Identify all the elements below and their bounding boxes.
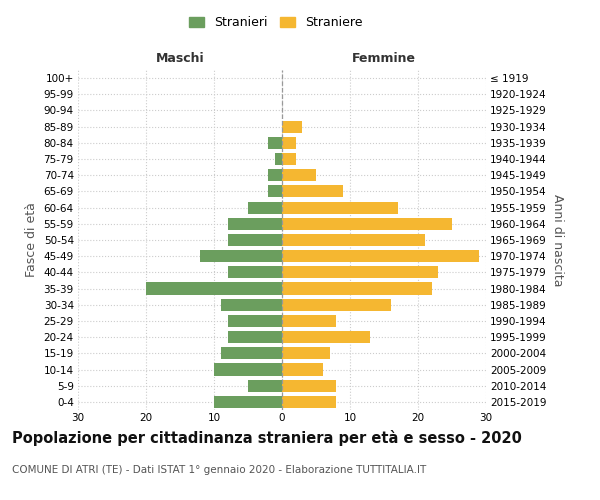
Bar xyxy=(282,380,337,392)
Bar xyxy=(282,169,316,181)
Bar xyxy=(282,282,431,294)
Bar xyxy=(282,120,302,132)
Bar xyxy=(227,234,282,246)
Bar xyxy=(200,250,282,262)
Bar xyxy=(282,364,323,376)
Legend: Stranieri, Straniere: Stranieri, Straniere xyxy=(184,11,368,34)
Bar xyxy=(227,315,282,327)
Bar xyxy=(282,218,452,230)
Bar xyxy=(282,396,337,408)
Y-axis label: Fasce di età: Fasce di età xyxy=(25,202,38,278)
Text: Femmine: Femmine xyxy=(352,52,416,65)
Bar xyxy=(282,348,329,360)
Text: COMUNE DI ATRI (TE) - Dati ISTAT 1° gennaio 2020 - Elaborazione TUTTITALIA.IT: COMUNE DI ATRI (TE) - Dati ISTAT 1° genn… xyxy=(12,465,426,475)
Bar xyxy=(275,153,282,165)
Bar xyxy=(221,348,282,360)
Bar xyxy=(282,266,439,278)
Bar xyxy=(282,331,370,343)
Bar xyxy=(248,202,282,213)
Bar xyxy=(282,298,391,311)
Bar xyxy=(282,234,425,246)
Bar xyxy=(214,364,282,376)
Bar xyxy=(227,218,282,230)
Bar xyxy=(214,396,282,408)
Bar xyxy=(227,331,282,343)
Bar xyxy=(146,282,282,294)
Bar xyxy=(282,202,398,213)
Bar xyxy=(282,315,337,327)
Bar xyxy=(248,380,282,392)
Bar xyxy=(221,298,282,311)
Bar xyxy=(268,186,282,198)
Bar xyxy=(282,137,296,149)
Y-axis label: Anni di nascita: Anni di nascita xyxy=(551,194,563,286)
Bar xyxy=(268,169,282,181)
Bar xyxy=(282,250,479,262)
Bar xyxy=(282,153,296,165)
Bar xyxy=(268,137,282,149)
Text: Maschi: Maschi xyxy=(155,52,205,65)
Bar xyxy=(227,266,282,278)
Text: Popolazione per cittadinanza straniera per età e sesso - 2020: Popolazione per cittadinanza straniera p… xyxy=(12,430,522,446)
Bar xyxy=(282,186,343,198)
